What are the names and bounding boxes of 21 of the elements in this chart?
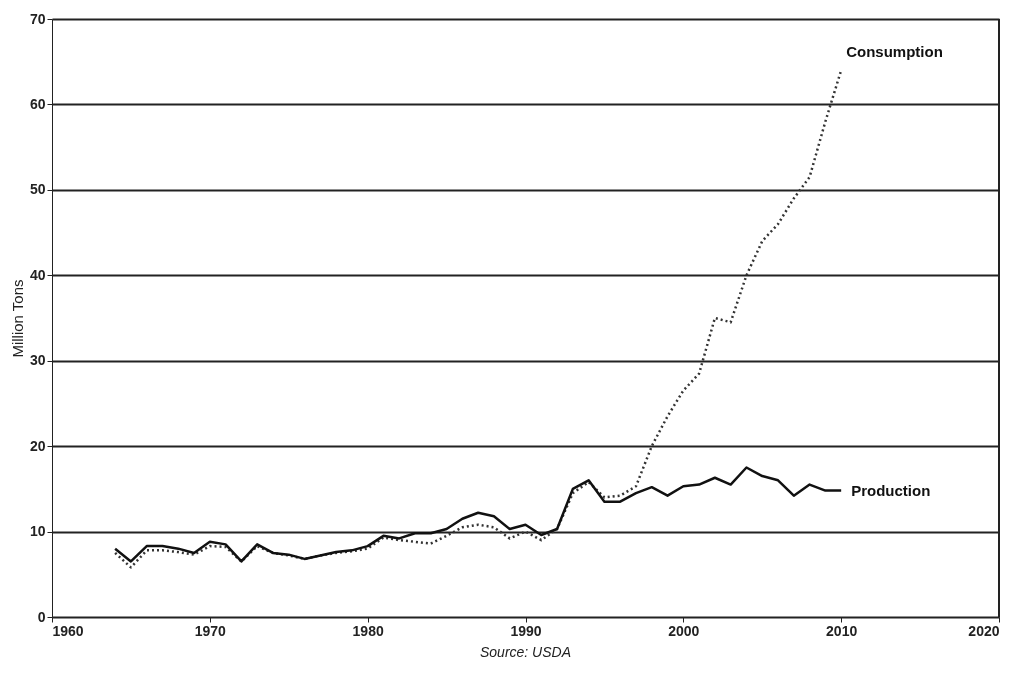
y-tick-label: 40 — [29, 266, 46, 283]
x-tick-label: 1990 — [510, 622, 542, 639]
y-tick-label: 60 — [29, 95, 46, 112]
x-tick-label: 2010 — [826, 622, 858, 639]
y-tick-label: 70 — [29, 10, 46, 27]
series-label: Consumption — [846, 43, 943, 61]
line-series — [113, 466, 843, 563]
y-tick-label: 20 — [29, 437, 46, 454]
x-tick-label: 1980 — [352, 622, 384, 639]
y-tick-label: 50 — [29, 181, 46, 198]
x-tick-label: 2020 — [968, 622, 1000, 639]
x-tick-label: 2000 — [668, 622, 700, 639]
series-label: Production — [851, 481, 931, 499]
y-tick-label: 0 — [37, 608, 46, 625]
y-axis-title: Million Tons — [8, 279, 26, 358]
source-note: Source: USDA — [479, 644, 572, 660]
x-tick-label: 1970 — [194, 622, 227, 639]
y-tick-label: 10 — [29, 523, 46, 540]
y-tick-label: 30 — [29, 352, 46, 369]
x-tick-label: 1960 — [52, 622, 84, 639]
line-series — [113, 69, 843, 569]
